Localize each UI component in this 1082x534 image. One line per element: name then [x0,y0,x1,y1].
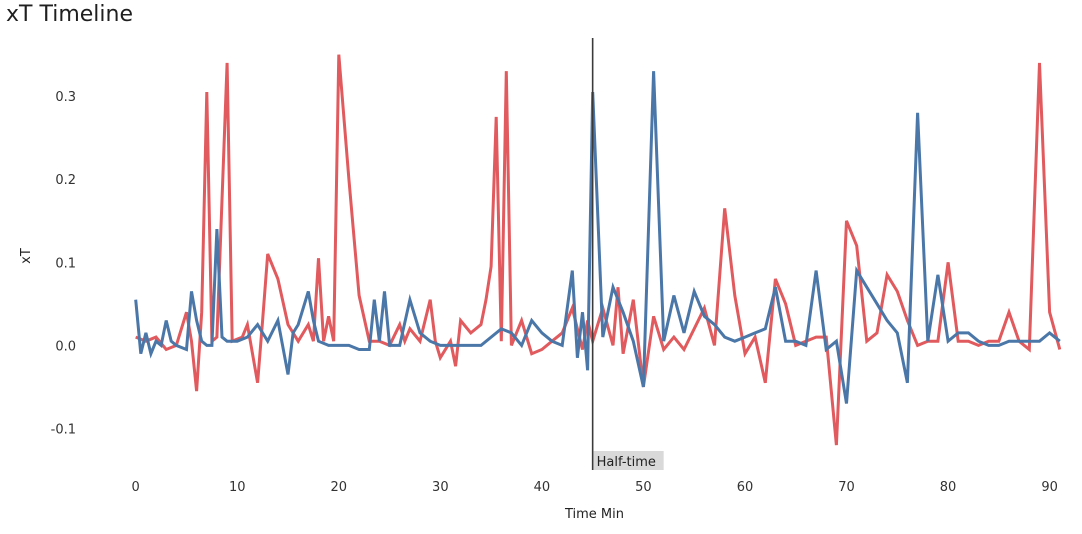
y-tick-label: -0.1 [51,422,76,437]
y-tick-label: 0.0 [55,339,76,354]
x-tick-label: 70 [838,480,855,495]
x-tick-label: 0 [132,480,140,495]
series-line-1 [135,54,1062,446]
half-time-label: Half-time [597,455,656,470]
y-tick-label: 0.3 [55,90,76,105]
y-tick-label: 0.2 [55,173,76,188]
x-axis-label: Time Min [564,507,624,522]
y-tick-labels: 0.3 0.2 0.1 0.0 -0.1 [51,90,76,437]
x-tick-label: 80 [940,480,957,495]
x-tick-label: 90 [1041,480,1058,495]
x-tick-label: 40 [534,480,551,495]
x-tick-label: 30 [432,480,449,495]
x-tick-label: 50 [635,480,652,495]
x-tick-labels: 0 10 20 30 40 50 60 70 80 90 [132,480,1058,495]
y-tick-label: 0.1 [55,256,76,271]
half-time-label-box [593,451,664,470]
chart-title: xT Timeline [6,2,133,27]
series-layer [134,54,1062,446]
series-line-2 [134,71,1061,404]
x-tick-label: 60 [737,480,754,495]
x-tick-label: 20 [331,480,348,495]
x-tick-label: 10 [229,480,246,495]
y-axis-label: xT [19,248,34,264]
